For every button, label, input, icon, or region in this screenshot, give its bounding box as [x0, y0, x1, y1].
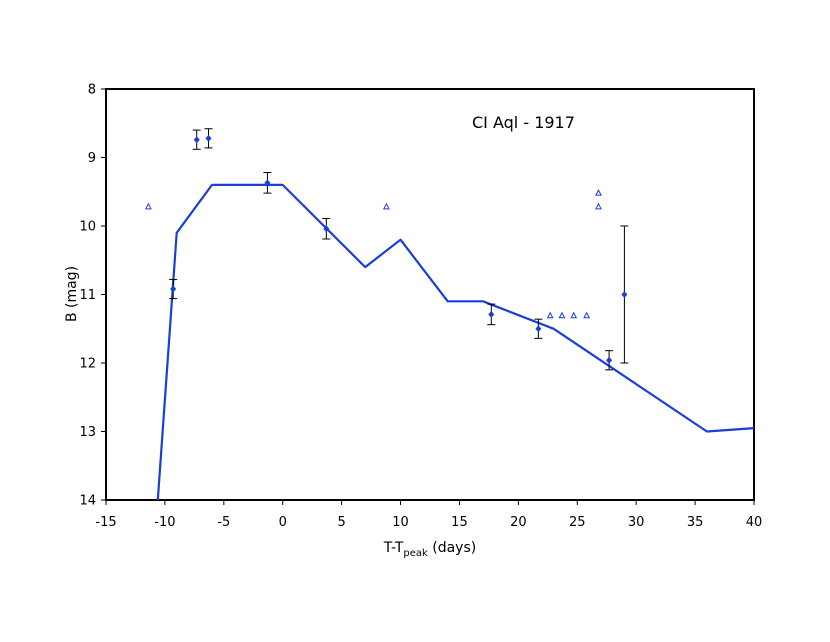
- y-tick-label: 12: [79, 357, 96, 372]
- y-axis-title: B (mag): [64, 266, 80, 322]
- x-axis-title-subscript: peak: [403, 548, 428, 559]
- upper-limit-markers: [144, 189, 602, 319]
- x-axis-title-tail: (days): [428, 540, 476, 556]
- data-point: [621, 291, 628, 298]
- x-tick-label: 0: [279, 515, 287, 530]
- upper-limit-marker: [144, 202, 152, 210]
- data-point: [193, 136, 200, 144]
- data-point: [535, 325, 542, 333]
- data-point: [323, 225, 330, 233]
- data-point: [170, 285, 177, 293]
- data-point: [205, 134, 212, 142]
- y-axis: 8 9 10 11 12 13 14: [79, 83, 106, 509]
- upper-limit-marker: [583, 311, 591, 319]
- upper-limit-marker: [570, 311, 578, 319]
- x-tick-label: -5: [217, 515, 230, 530]
- upper-limit-marker: [595, 202, 602, 210]
- upper-limit-marker: [595, 189, 602, 196]
- x-tick-label: 15: [451, 515, 468, 530]
- data-point: [264, 179, 271, 187]
- x-tick-label: 10: [392, 515, 409, 530]
- x-tick-label: -15: [95, 515, 116, 530]
- x-tick-label: 20: [510, 515, 527, 530]
- observed-points: [170, 134, 628, 364]
- upper-limit-marker: [546, 311, 554, 319]
- x-tick-label: 25: [569, 515, 586, 530]
- x-tick-label: -10: [154, 515, 175, 530]
- upper-limit-marker: [558, 311, 566, 319]
- x-axis: -15 -10 -5 0 5 10 15 20 25 30 35 40: [95, 500, 762, 530]
- model-curve: [156, 183, 755, 501]
- model-line: [156, 183, 755, 501]
- upper-limit-marker: [382, 202, 390, 210]
- x-tick-label: 35: [687, 515, 704, 530]
- x-tick-label: 40: [746, 515, 763, 530]
- y-tick-label: 10: [79, 220, 96, 235]
- plot-frame: [105, 88, 755, 501]
- y-tick-label: 11: [79, 288, 96, 303]
- chart-title: CI Aql - 1917: [472, 113, 575, 132]
- data-point: [606, 356, 613, 364]
- y-tick-label: 13: [79, 425, 96, 440]
- x-tick-label: 30: [628, 515, 645, 530]
- y-tick-label: 8: [88, 83, 96, 98]
- data-point: [488, 310, 495, 318]
- x-axis-title-main: T-T: [383, 540, 404, 556]
- y-tick-label: 9: [88, 151, 96, 166]
- x-axis-title: T-Tpeak (days): [383, 540, 476, 559]
- x-tick-label: 5: [337, 515, 345, 530]
- y-tick-label: 14: [79, 494, 96, 509]
